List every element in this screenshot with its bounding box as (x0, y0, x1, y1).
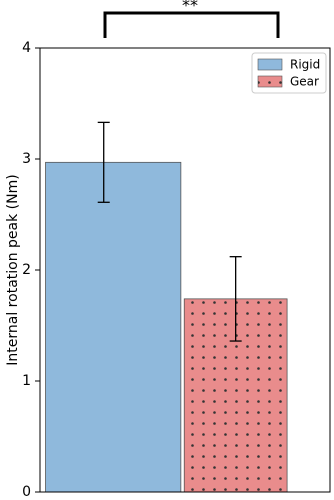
significance-label: ** (182, 0, 198, 15)
bar (45, 161, 182, 493)
y-tick-label: 4 (22, 40, 31, 56)
legend-label: Gear (290, 75, 319, 89)
plot-frame (39, 47, 331, 493)
significance-bracket (103, 11, 280, 38)
y-tick-label: 3 (22, 151, 31, 167)
legend-hatch (258, 76, 282, 87)
legend-label: Rigid (290, 58, 320, 72)
y-tick-label: 2 (22, 262, 31, 278)
y-tick-label: 1 (22, 373, 31, 389)
y-tick-label: 0 (22, 484, 31, 500)
legend-swatch (257, 58, 283, 71)
y-axis-label: Internal rotation peak (Nm) (5, 174, 21, 365)
